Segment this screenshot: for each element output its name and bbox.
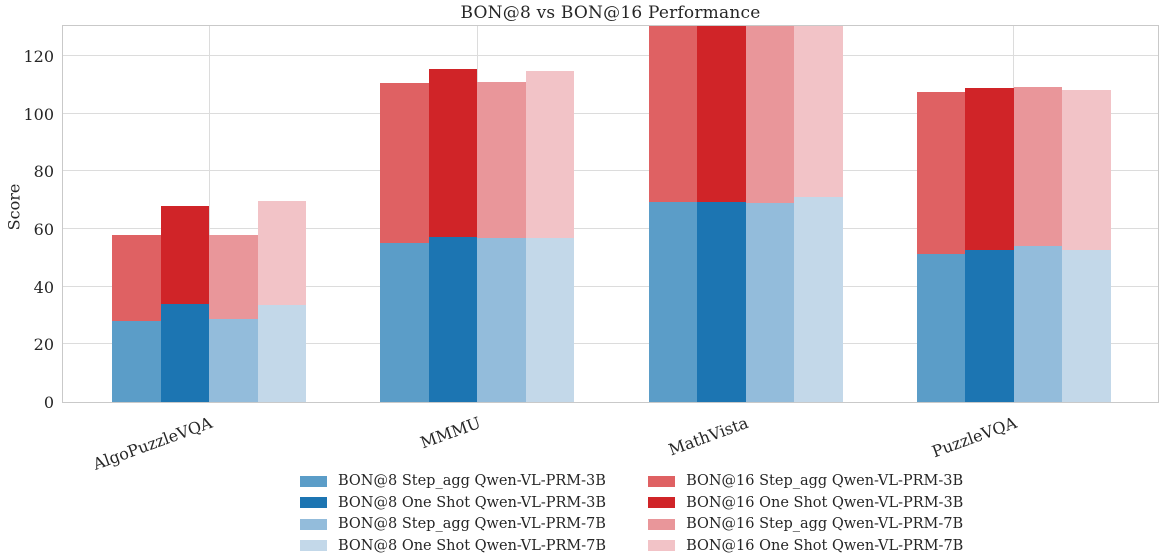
segment-bon8-step_agg_7b (477, 238, 526, 402)
segment-bon16-one_shot_7b (257, 200, 307, 306)
y-tick-label-20: 20 (33, 335, 54, 355)
gridline-y-60 (63, 227, 1158, 229)
legend-item: BON@16 Step_agg Qwen-VL-PRM-3B (648, 472, 963, 491)
chart-title: BON@8 vs BON@16 Performance (460, 3, 761, 23)
segment-bon16-one_shot_3b (160, 206, 210, 305)
gridline-y-100 (63, 112, 1158, 114)
legend-swatch (300, 518, 327, 530)
legend-label: BON@8 One Shot Qwen-VL-PRM-7B (338, 537, 607, 554)
legend-column-bon8: BON@8 Step_agg Qwen-VL-PRM-3B BON@8 One S… (300, 472, 606, 554)
segment-bon16-one_shot_3b (965, 87, 1014, 250)
legend-swatch (300, 540, 327, 552)
plot-area (62, 25, 1159, 403)
segment-bon8-step_agg_3b (112, 320, 161, 402)
bar-AlgoPuzzleVQA-one_shot_7b (257, 200, 307, 402)
bar-PuzzleVQA-one_shot_3b (965, 87, 1014, 402)
bar-AlgoPuzzleVQA-one_shot_3b (160, 206, 210, 402)
segment-bon8-step_agg_3b (648, 201, 698, 402)
segment-bon8-one_shot_7b (257, 305, 307, 402)
gridline-x-AlgoPuzzleVQA (208, 26, 210, 402)
segment-bon16-step_agg_3b (648, 26, 698, 202)
legend-item: BON@8 One Shot Qwen-VL-PRM-3B (300, 494, 606, 513)
gridline-y-40 (63, 285, 1158, 287)
segment-bon16-step_agg_7b (745, 26, 795, 203)
legend-swatch (648, 475, 676, 487)
legend-label: BON@8 Step_agg Qwen-VL-PRM-3B (338, 473, 606, 490)
segment-bon8-one_shot_3b (965, 249, 1014, 402)
segment-bon16-one_shot_7b (525, 71, 575, 238)
bar-MMMU-step_agg_3b (380, 82, 429, 402)
legend-swatch (648, 497, 676, 509)
legend-label: BON@8 One Shot Qwen-VL-PRM-3B (338, 494, 607, 511)
segment-bon16-step_agg_7b (209, 234, 258, 319)
segment-bon8-one_shot_3b (428, 236, 478, 402)
segment-bon16-one_shot_7b (794, 26, 843, 198)
segment-bon8-one_shot_7b (794, 197, 843, 402)
y-tick-label-60: 60 (33, 219, 54, 239)
segment-bon16-one_shot_3b (697, 26, 746, 202)
gridline-y-80 (63, 170, 1158, 172)
bar-PuzzleVQA-one_shot_7b (1062, 90, 1111, 402)
legend-swatch (300, 497, 327, 509)
segment-bon16-step_agg_7b (1013, 86, 1063, 247)
x-tick-label-AlgoPuzzleVQA: AlgoPuzzleVQA (90, 413, 215, 474)
bar-PuzzleVQA-step_agg_7b (1013, 86, 1063, 402)
bar-MMMU-one_shot_3b (428, 69, 478, 402)
segment-bon8-step_agg_7b (745, 202, 795, 402)
legend-item: BON@16 One Shot Qwen-VL-PRM-3B (648, 494, 963, 513)
bar-MathVista-step_agg_3b (648, 26, 698, 402)
bar-MMMU-one_shot_7b (525, 71, 575, 402)
segment-bon16-one_shot_3b (428, 69, 478, 237)
bar-MathVista-one_shot_3b (697, 26, 746, 402)
y-tick-label-0: 0 (43, 393, 54, 412)
legend-swatch (300, 475, 327, 487)
bar-AlgoPuzzleVQA-step_agg_3b (112, 235, 161, 402)
legend-swatch (648, 518, 676, 530)
segment-bon16-step_agg_3b (380, 82, 429, 244)
gridline-y-20 (63, 343, 1158, 345)
legend-label: BON@16 Step_agg Qwen-VL-PRM-7B (686, 516, 964, 533)
segment-bon16-step_agg_7b (477, 82, 526, 239)
legend-label: BON@16 One Shot Qwen-VL-PRM-3B (686, 494, 964, 511)
x-tick-label-PuzzleVQA: PuzzleVQA (929, 413, 1020, 462)
segment-bon8-one_shot_7b (525, 237, 575, 402)
y-tick-label-40: 40 (33, 277, 54, 297)
legend-item: BON@8 Step_agg Qwen-VL-PRM-3B (300, 472, 606, 491)
legend-label: BON@16 One Shot Qwen-VL-PRM-7B (686, 537, 964, 554)
segment-bon8-one_shot_3b (160, 304, 210, 402)
bar-PuzzleVQA-step_agg_3b (916, 92, 966, 402)
y-tick-label-100: 100 (23, 104, 54, 124)
segment-bon8-step_agg_3b (380, 243, 429, 402)
legend-label: BON@8 Step_agg Qwen-VL-PRM-7B (338, 516, 606, 533)
x-tick-label-MathVista: MathVista (666, 413, 752, 460)
y-tick-label-120: 120 (23, 46, 54, 66)
segment-bon16-one_shot_7b (1062, 90, 1111, 251)
segment-bon8-step_agg_7b (209, 318, 258, 402)
segment-bon8-one_shot_3b (697, 201, 746, 402)
segment-bon8-one_shot_7b (1062, 250, 1111, 402)
legend: BON@8 Step_agg Qwen-VL-PRM-3B BON@8 One S… (300, 472, 963, 554)
legend-item: BON@16 Step_agg Qwen-VL-PRM-7B (648, 515, 963, 534)
bar-AlgoPuzzleVQA-step_agg_7b (209, 234, 258, 402)
legend-column-bon16: BON@16 Step_agg Qwen-VL-PRM-3B BON@16 One… (648, 472, 963, 554)
segment-bon16-step_agg_3b (916, 92, 966, 254)
legend-item: BON@8 Step_agg Qwen-VL-PRM-7B (300, 515, 606, 534)
bar-MMMU-step_agg_7b (477, 82, 526, 402)
x-tick-label-MMMU: MMMU (417, 413, 483, 453)
legend-label: BON@16 Step_agg Qwen-VL-PRM-3B (686, 473, 964, 490)
legend-item: BON@16 One Shot Qwen-VL-PRM-7B (648, 537, 963, 554)
segment-bon16-step_agg_3b (112, 235, 161, 321)
segment-bon8-step_agg_7b (1013, 246, 1063, 402)
segment-bon8-step_agg_3b (916, 254, 966, 402)
legend-swatch (648, 540, 676, 552)
legend-item: BON@8 One Shot Qwen-VL-PRM-7B (300, 537, 606, 554)
bar-MathVista-step_agg_7b (745, 26, 795, 402)
gridline-y-120 (63, 54, 1158, 56)
y-tick-label-80: 80 (33, 162, 54, 182)
bar-MathVista-one_shot_7b (794, 26, 843, 402)
